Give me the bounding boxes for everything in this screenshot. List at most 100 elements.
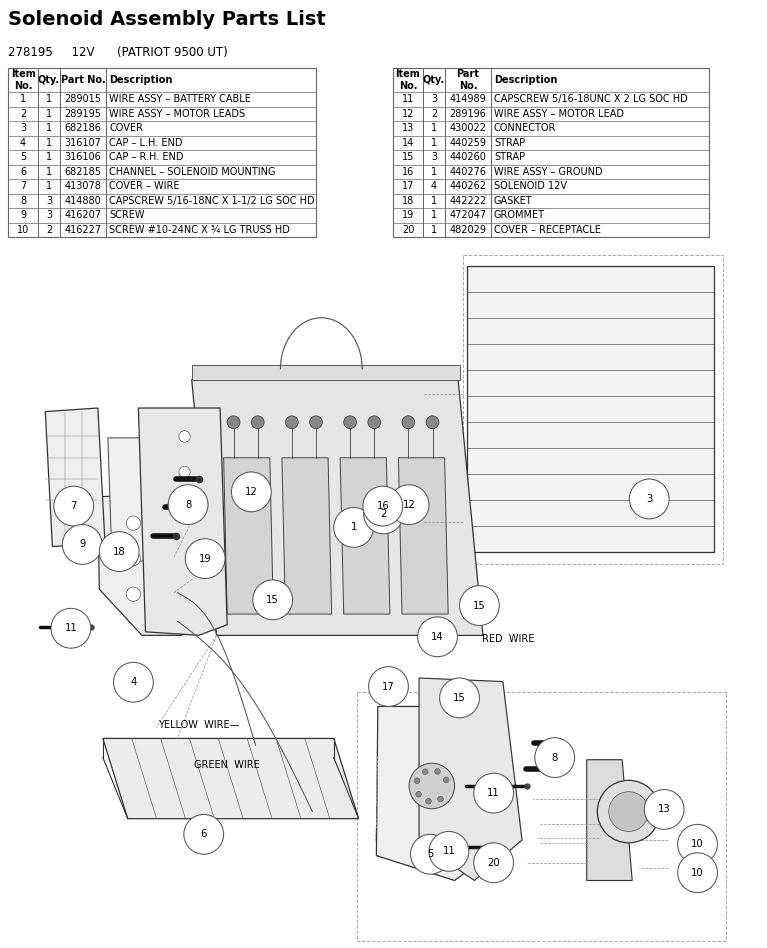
Text: 316107: 316107 xyxy=(64,137,101,148)
Polygon shape xyxy=(587,759,632,881)
Polygon shape xyxy=(419,678,522,881)
Text: 1: 1 xyxy=(351,522,357,533)
Text: 289015: 289015 xyxy=(64,94,101,104)
Text: 440259: 440259 xyxy=(449,137,486,148)
Text: 18: 18 xyxy=(402,195,414,206)
Circle shape xyxy=(459,586,499,626)
Circle shape xyxy=(426,798,431,804)
Text: RED  WIRE: RED WIRE xyxy=(482,634,534,644)
Text: 16: 16 xyxy=(402,167,414,176)
Text: 12: 12 xyxy=(245,487,258,497)
Text: 10: 10 xyxy=(691,839,704,849)
Text: 4: 4 xyxy=(431,181,437,191)
Text: 440260: 440260 xyxy=(449,153,486,162)
Text: SOLENOID 12V: SOLENOID 12V xyxy=(494,181,567,191)
Polygon shape xyxy=(398,458,448,614)
Text: 11: 11 xyxy=(487,788,500,798)
Text: 413078: 413078 xyxy=(64,181,101,191)
Text: 472047: 472047 xyxy=(449,210,486,220)
Circle shape xyxy=(127,587,140,601)
Text: 430022: 430022 xyxy=(449,123,486,134)
Text: Part
No.: Part No. xyxy=(456,69,479,91)
Text: 416207: 416207 xyxy=(64,210,101,220)
Circle shape xyxy=(597,780,660,843)
Text: 1: 1 xyxy=(46,94,52,104)
Text: 3: 3 xyxy=(431,94,437,104)
Text: 5: 5 xyxy=(20,153,26,162)
Text: 289196: 289196 xyxy=(449,109,486,118)
Text: STRAP: STRAP xyxy=(494,137,525,148)
Text: 15: 15 xyxy=(453,693,466,702)
Text: 2: 2 xyxy=(380,509,387,519)
Text: 14: 14 xyxy=(402,137,414,148)
Text: 10: 10 xyxy=(17,225,29,235)
Text: 20: 20 xyxy=(487,858,500,867)
Circle shape xyxy=(438,796,443,802)
Text: WIRE ASSY – GROUND: WIRE ASSY – GROUND xyxy=(494,167,603,176)
Text: 19: 19 xyxy=(199,554,212,564)
Text: GROMMET: GROMMET xyxy=(494,210,545,220)
Text: CAPSCREW 5/16-18NC X 1-1/2 LG SOC HD: CAPSCREW 5/16-18NC X 1-1/2 LG SOC HD xyxy=(109,195,314,206)
Text: Qty.: Qty. xyxy=(38,75,60,85)
Text: 682185: 682185 xyxy=(64,167,101,176)
Text: SCREW #10-24NC X ¾ LG TRUSS HD: SCREW #10-24NC X ¾ LG TRUSS HD xyxy=(109,225,290,235)
Text: 12: 12 xyxy=(402,109,414,118)
Circle shape xyxy=(414,778,420,784)
Text: 1: 1 xyxy=(46,109,52,118)
Circle shape xyxy=(186,538,225,578)
Polygon shape xyxy=(98,493,202,635)
Text: 414989: 414989 xyxy=(449,94,486,104)
Circle shape xyxy=(402,416,415,428)
Circle shape xyxy=(368,416,380,428)
Text: Solenoid Assembly Parts List: Solenoid Assembly Parts List xyxy=(8,10,326,29)
Text: 6: 6 xyxy=(20,167,26,176)
Polygon shape xyxy=(282,458,331,614)
Text: 11: 11 xyxy=(443,847,456,856)
Text: CAP – R.H. END: CAP – R.H. END xyxy=(109,153,183,162)
Text: 8: 8 xyxy=(185,500,191,510)
Text: 416227: 416227 xyxy=(64,225,101,235)
Circle shape xyxy=(54,486,94,526)
Text: 3: 3 xyxy=(646,494,653,504)
Polygon shape xyxy=(467,266,714,552)
Bar xyxy=(8,68,316,237)
Text: CAP – L.H. END: CAP – L.H. END xyxy=(109,137,183,148)
Text: YELLOW  WIRE—: YELLOW WIRE— xyxy=(158,720,239,730)
Text: WIRE ASSY – MOTOR LEADS: WIRE ASSY – MOTOR LEADS xyxy=(109,109,245,118)
Circle shape xyxy=(474,774,514,813)
Circle shape xyxy=(678,825,717,865)
Text: 1: 1 xyxy=(431,123,437,134)
Text: Description: Description xyxy=(494,75,558,85)
Text: 15: 15 xyxy=(266,594,279,605)
Text: CHANNEL – SOLENOID MOUNTING: CHANNEL – SOLENOID MOUNTING xyxy=(109,167,275,176)
Text: 20: 20 xyxy=(402,225,414,235)
Circle shape xyxy=(443,777,449,783)
Circle shape xyxy=(179,466,190,478)
Text: 15: 15 xyxy=(473,600,486,611)
Text: 2: 2 xyxy=(46,225,52,235)
Text: 3: 3 xyxy=(20,123,26,134)
Text: 13: 13 xyxy=(658,805,670,814)
Text: GREEN  WIRE: GREEN WIRE xyxy=(194,759,259,770)
Text: 8: 8 xyxy=(20,195,26,206)
Text: 482029: 482029 xyxy=(449,225,486,235)
Circle shape xyxy=(417,617,457,657)
Circle shape xyxy=(62,524,102,564)
Circle shape xyxy=(429,831,469,871)
Text: 3: 3 xyxy=(431,153,437,162)
Text: WIRE ASSY – MOTOR LEAD: WIRE ASSY – MOTOR LEAD xyxy=(494,109,624,118)
Circle shape xyxy=(344,416,357,428)
Text: Qty.: Qty. xyxy=(423,75,445,85)
Text: 440276: 440276 xyxy=(449,167,486,176)
Circle shape xyxy=(310,416,322,428)
Text: 10: 10 xyxy=(691,867,704,878)
Text: SCREW: SCREW xyxy=(109,210,144,220)
Circle shape xyxy=(435,769,440,775)
Text: 1: 1 xyxy=(431,210,437,220)
Text: 440262: 440262 xyxy=(449,181,486,191)
Text: 7: 7 xyxy=(71,501,77,511)
Polygon shape xyxy=(192,365,460,379)
Text: 11: 11 xyxy=(64,623,77,633)
Text: 289195: 289195 xyxy=(64,109,101,118)
Text: CONNECTOR: CONNECTOR xyxy=(494,123,556,134)
